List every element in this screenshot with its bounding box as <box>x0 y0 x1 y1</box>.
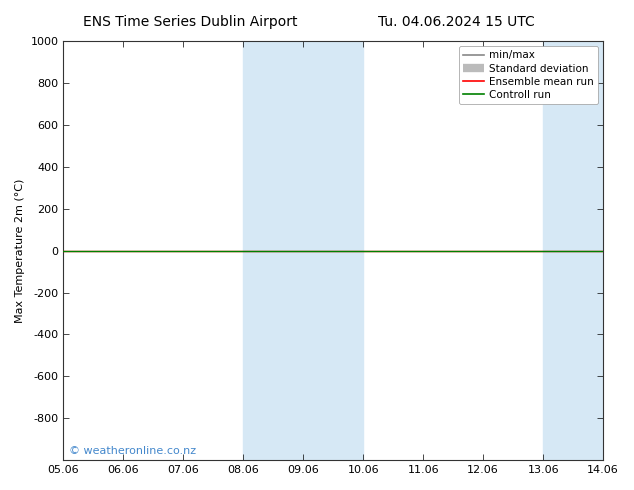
Text: ENS Time Series Dublin Airport: ENS Time Series Dublin Airport <box>83 15 297 29</box>
Legend: min/max, Standard deviation, Ensemble mean run, Controll run: min/max, Standard deviation, Ensemble me… <box>459 46 598 104</box>
Y-axis label: Max Temperature 2m (°C): Max Temperature 2m (°C) <box>15 178 25 323</box>
Bar <box>303 41 363 460</box>
Bar <box>243 41 303 460</box>
Bar <box>543 41 603 460</box>
Bar <box>603 41 634 460</box>
Text: Tu. 04.06.2024 15 UTC: Tu. 04.06.2024 15 UTC <box>378 15 535 29</box>
Text: © weatheronline.co.nz: © weatheronline.co.nz <box>69 446 196 456</box>
